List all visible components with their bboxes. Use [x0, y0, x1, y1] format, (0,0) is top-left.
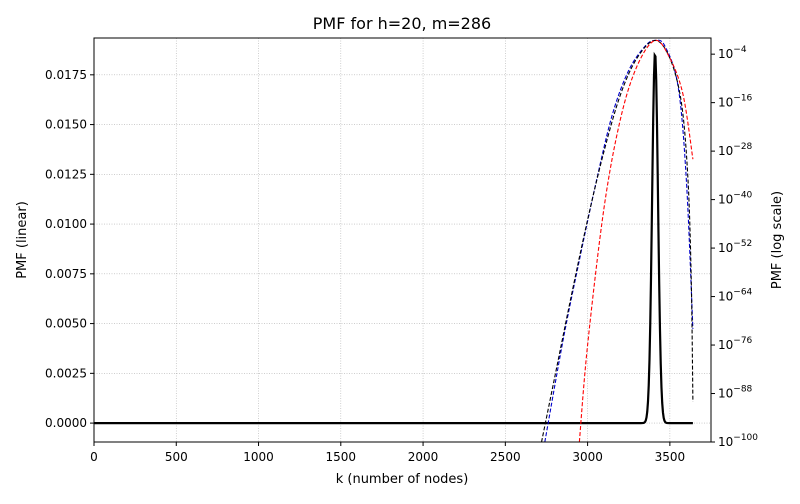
right-y-axis-label: PMF (log scale) — [770, 191, 785, 289]
left-y-tick-label: 0.0050 — [45, 317, 87, 331]
right-y-tick-label: 10−52 — [718, 239, 752, 255]
right-y-tick-label: 10−16 — [718, 94, 753, 110]
grid-lines — [93, 38, 711, 442]
log-pmf-line-2 — [540, 39, 694, 442]
linear-pmf-line — [94, 51, 693, 425]
right-y-tick-label: 10−64 — [718, 288, 753, 304]
x-tick-label: 2500 — [490, 450, 521, 464]
left-y-tick-label: 0.0025 — [45, 366, 87, 380]
right-y-tick-label: 10−40 — [718, 191, 753, 207]
left-y-tick-label: 0.0100 — [45, 217, 87, 231]
chart-title: PMF for h=20, m=286 — [313, 14, 491, 33]
left-y-tick-label: 0.0075 — [45, 267, 87, 281]
log-pmf-line-3 — [578, 39, 694, 442]
left-y-tick-label: 0.0125 — [45, 167, 87, 181]
left-y-tick-label: 0.0175 — [45, 68, 87, 82]
right-y-axis-ticks: 10−100 10−88 10−76 10−64 10−52 10−40 10−28 10−1… — [711, 45, 758, 449]
x-tick-label: 1500 — [326, 450, 357, 464]
left-y-tick-label: 0.0000 — [45, 416, 87, 430]
x-tick-label: 500 — [165, 450, 188, 464]
x-tick-label: 2000 — [408, 450, 439, 464]
right-y-tick-label: 10−76 — [718, 336, 753, 352]
x-axis-ticks: 0 500 1000 1500 2000 2500 3000 3500 — [90, 442, 685, 464]
left-y-axis-ticks: 0.0000 0.0025 0.0050 0.0075 0.0100 0.0125 0.01… — [45, 68, 94, 430]
x-axis-label: k (number of nodes) — [336, 472, 469, 487]
right-y-tick-label: 10−88 — [718, 385, 753, 401]
left-y-axis-label: PMF (linear) — [15, 201, 30, 279]
plot-frame — [93, 37, 712, 443]
series-layer — [94, 39, 694, 442]
left-y-tick-label: 0.0150 — [45, 118, 87, 132]
right-y-tick-label: 10−28 — [718, 142, 753, 158]
right-y-tick-label: 10−4 — [718, 45, 747, 61]
x-tick-label: 0 — [90, 450, 98, 464]
log-pmf-line-1 — [544, 39, 694, 442]
right-y-tick-label: 10−100 — [718, 433, 758, 449]
x-tick-label: 3500 — [655, 450, 686, 464]
x-tick-label: 3000 — [572, 450, 603, 464]
x-tick-label: 1000 — [243, 450, 274, 464]
